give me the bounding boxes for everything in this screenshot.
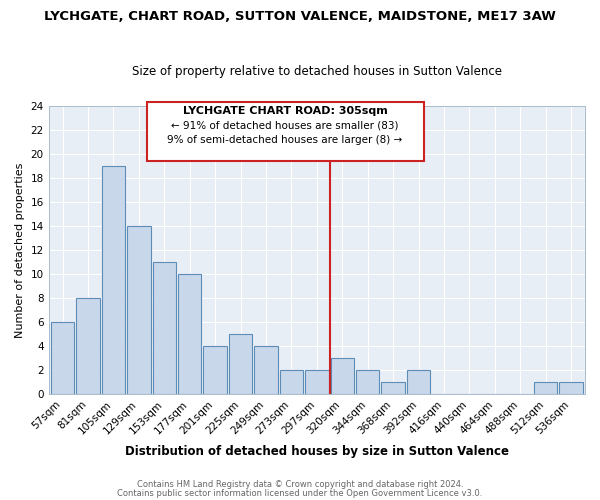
- Bar: [305, 370, 329, 394]
- Bar: [407, 370, 430, 394]
- Bar: [127, 226, 151, 394]
- Title: Size of property relative to detached houses in Sutton Valence: Size of property relative to detached ho…: [132, 66, 502, 78]
- Text: LYCHGATE CHART ROAD: 305sqm: LYCHGATE CHART ROAD: 305sqm: [182, 106, 388, 116]
- Bar: [254, 346, 278, 395]
- Bar: [178, 274, 202, 394]
- Bar: [356, 370, 379, 394]
- Text: LYCHGATE, CHART ROAD, SUTTON VALENCE, MAIDSTONE, ME17 3AW: LYCHGATE, CHART ROAD, SUTTON VALENCE, MA…: [44, 10, 556, 23]
- Text: ← 91% of detached houses are smaller (83): ← 91% of detached houses are smaller (83…: [172, 120, 399, 130]
- Bar: [280, 370, 303, 394]
- Y-axis label: Number of detached properties: Number of detached properties: [15, 162, 25, 338]
- Bar: [382, 382, 405, 394]
- Bar: [51, 322, 74, 394]
- Bar: [229, 334, 252, 394]
- Bar: [534, 382, 557, 394]
- Text: Contains public sector information licensed under the Open Government Licence v3: Contains public sector information licen…: [118, 488, 482, 498]
- Text: Contains HM Land Registry data © Crown copyright and database right 2024.: Contains HM Land Registry data © Crown c…: [137, 480, 463, 489]
- Text: 9% of semi-detached houses are larger (8) →: 9% of semi-detached houses are larger (8…: [167, 136, 403, 145]
- Bar: [102, 166, 125, 394]
- Bar: [559, 382, 583, 394]
- X-axis label: Distribution of detached houses by size in Sutton Valence: Distribution of detached houses by size …: [125, 444, 509, 458]
- FancyBboxPatch shape: [146, 102, 424, 162]
- Bar: [152, 262, 176, 394]
- Bar: [76, 298, 100, 394]
- Bar: [331, 358, 354, 394]
- Bar: [203, 346, 227, 395]
